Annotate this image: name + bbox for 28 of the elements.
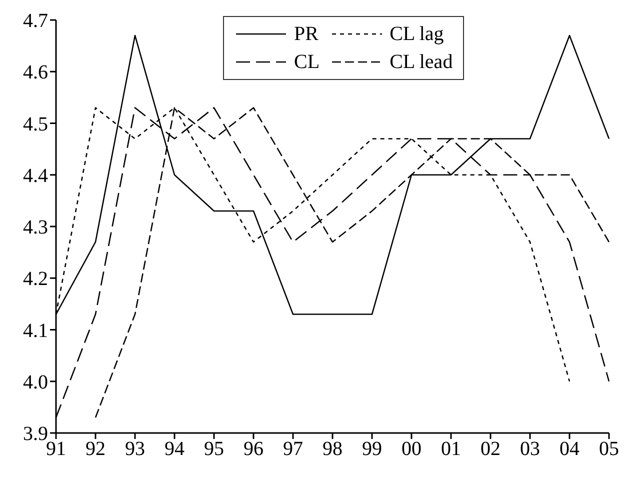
legend-label: PR xyxy=(294,22,318,46)
x-tick-label: 01 xyxy=(441,438,461,460)
x-tick-label: 02 xyxy=(480,438,500,460)
legend-label: CL lag xyxy=(390,22,444,46)
y-tick-label: 3.9 xyxy=(23,423,48,446)
x-tick-label: 93 xyxy=(125,438,145,460)
legend-label: CL lead xyxy=(390,50,453,74)
x-tick-label: 91 xyxy=(46,438,66,460)
x-tick-label: 05 xyxy=(599,438,619,460)
x-tick-label: 99 xyxy=(362,438,382,460)
x-tick-label: 92 xyxy=(86,438,106,460)
legend-label: CL xyxy=(294,50,320,74)
x-tick-label: 94 xyxy=(164,438,184,460)
x-tick-label: 04 xyxy=(560,438,580,460)
y-tick-label: 4.1 xyxy=(23,320,48,342)
x-tick-label: 03 xyxy=(520,438,540,460)
x-tick-label: 95 xyxy=(204,438,224,460)
y-tick-label: 4.0 xyxy=(23,371,48,394)
x-tick-label: 97 xyxy=(283,438,303,460)
x-tick-label: 00 xyxy=(402,438,422,460)
y-tick-label: 4.7 xyxy=(23,10,48,32)
y-tick-label: 4.2 xyxy=(23,268,48,290)
y-tick-label: 4.4 xyxy=(23,164,48,187)
x-tick-label: 96 xyxy=(244,438,264,460)
x-tick-label: 98 xyxy=(322,438,342,460)
y-tick-label: 4.5 xyxy=(23,113,48,136)
y-tick-label: 4.6 xyxy=(23,62,48,84)
y-tick-label: 4.3 xyxy=(23,216,48,239)
